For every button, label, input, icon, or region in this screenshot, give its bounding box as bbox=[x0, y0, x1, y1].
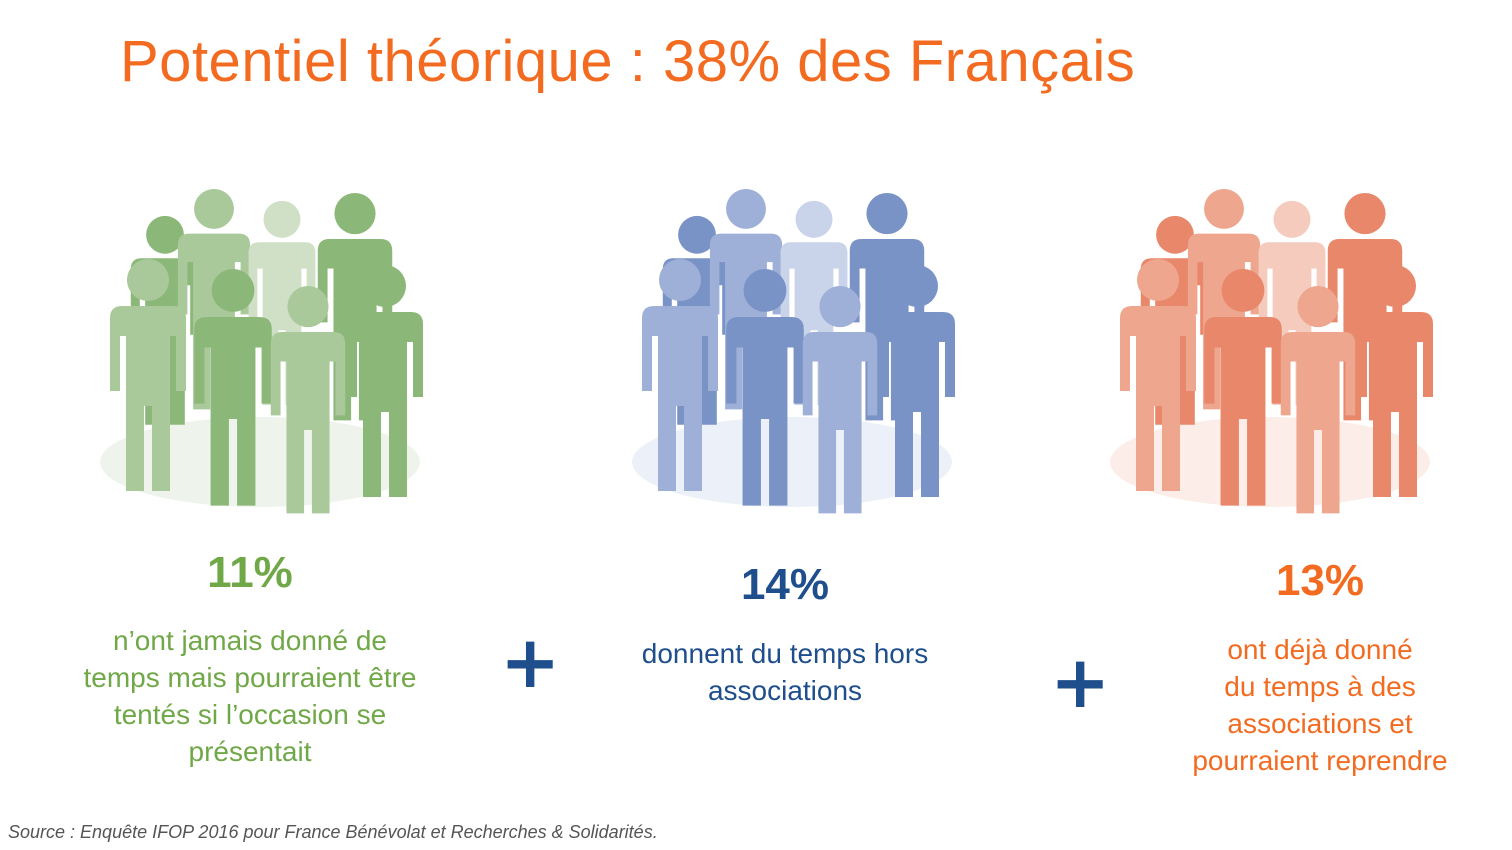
person-icon bbox=[1280, 285, 1356, 514]
person-icon bbox=[110, 259, 186, 491]
crowd-illustration bbox=[100, 188, 423, 514]
person-icon bbox=[642, 259, 718, 491]
source-note: Source : Enquête IFOP 2016 pour France B… bbox=[8, 822, 658, 842]
crowd-illustration bbox=[632, 188, 955, 514]
people-group-icon-orange bbox=[1100, 180, 1460, 530]
person-icon bbox=[347, 265, 423, 497]
description-line: associations et bbox=[1227, 708, 1413, 739]
description-line: n’ont jamais donné de bbox=[113, 625, 387, 656]
description-line: présentait bbox=[188, 736, 312, 767]
person-icon bbox=[726, 269, 804, 506]
crowd-illustration bbox=[1110, 188, 1433, 514]
plus-sign: + bbox=[1050, 640, 1111, 724]
description-never-volunteered: n’ont jamais donné de temps mais pourrai… bbox=[30, 622, 470, 770]
people-group-icon-blue bbox=[622, 180, 982, 530]
description-former-volunteers: ont déjà donné du temps à des associatio… bbox=[1100, 631, 1512, 779]
people-group-icon-green bbox=[90, 180, 450, 530]
description-line: ont déjà donné bbox=[1227, 634, 1413, 665]
description-line: temps mais pourraient être bbox=[83, 662, 417, 693]
description-line: du temps à des bbox=[1224, 671, 1416, 702]
description-line: pourraient reprendre bbox=[1192, 745, 1448, 776]
person-icon bbox=[802, 285, 878, 514]
percent-never-volunteered: 11% bbox=[207, 548, 293, 597]
percent-former-volunteers: 13% bbox=[1275, 556, 1365, 605]
person-icon bbox=[1204, 269, 1282, 506]
person-icon bbox=[879, 265, 955, 497]
person-icon bbox=[1357, 265, 1433, 497]
person-icon bbox=[194, 269, 272, 506]
person-icon bbox=[1120, 259, 1196, 491]
page-title: Potentiel théorique : 38% des Français bbox=[120, 29, 1136, 94]
percent-outside-associations: 14% bbox=[740, 560, 830, 609]
description-outside-associations: donnent du temps hors associations bbox=[565, 635, 1005, 709]
person-icon bbox=[270, 285, 346, 514]
description-line: donnent du temps hors bbox=[641, 638, 929, 669]
plus-sign: + bbox=[500, 620, 561, 704]
description-line: associations bbox=[707, 675, 863, 706]
description-line: tentés si l’occasion se bbox=[113, 699, 387, 730]
